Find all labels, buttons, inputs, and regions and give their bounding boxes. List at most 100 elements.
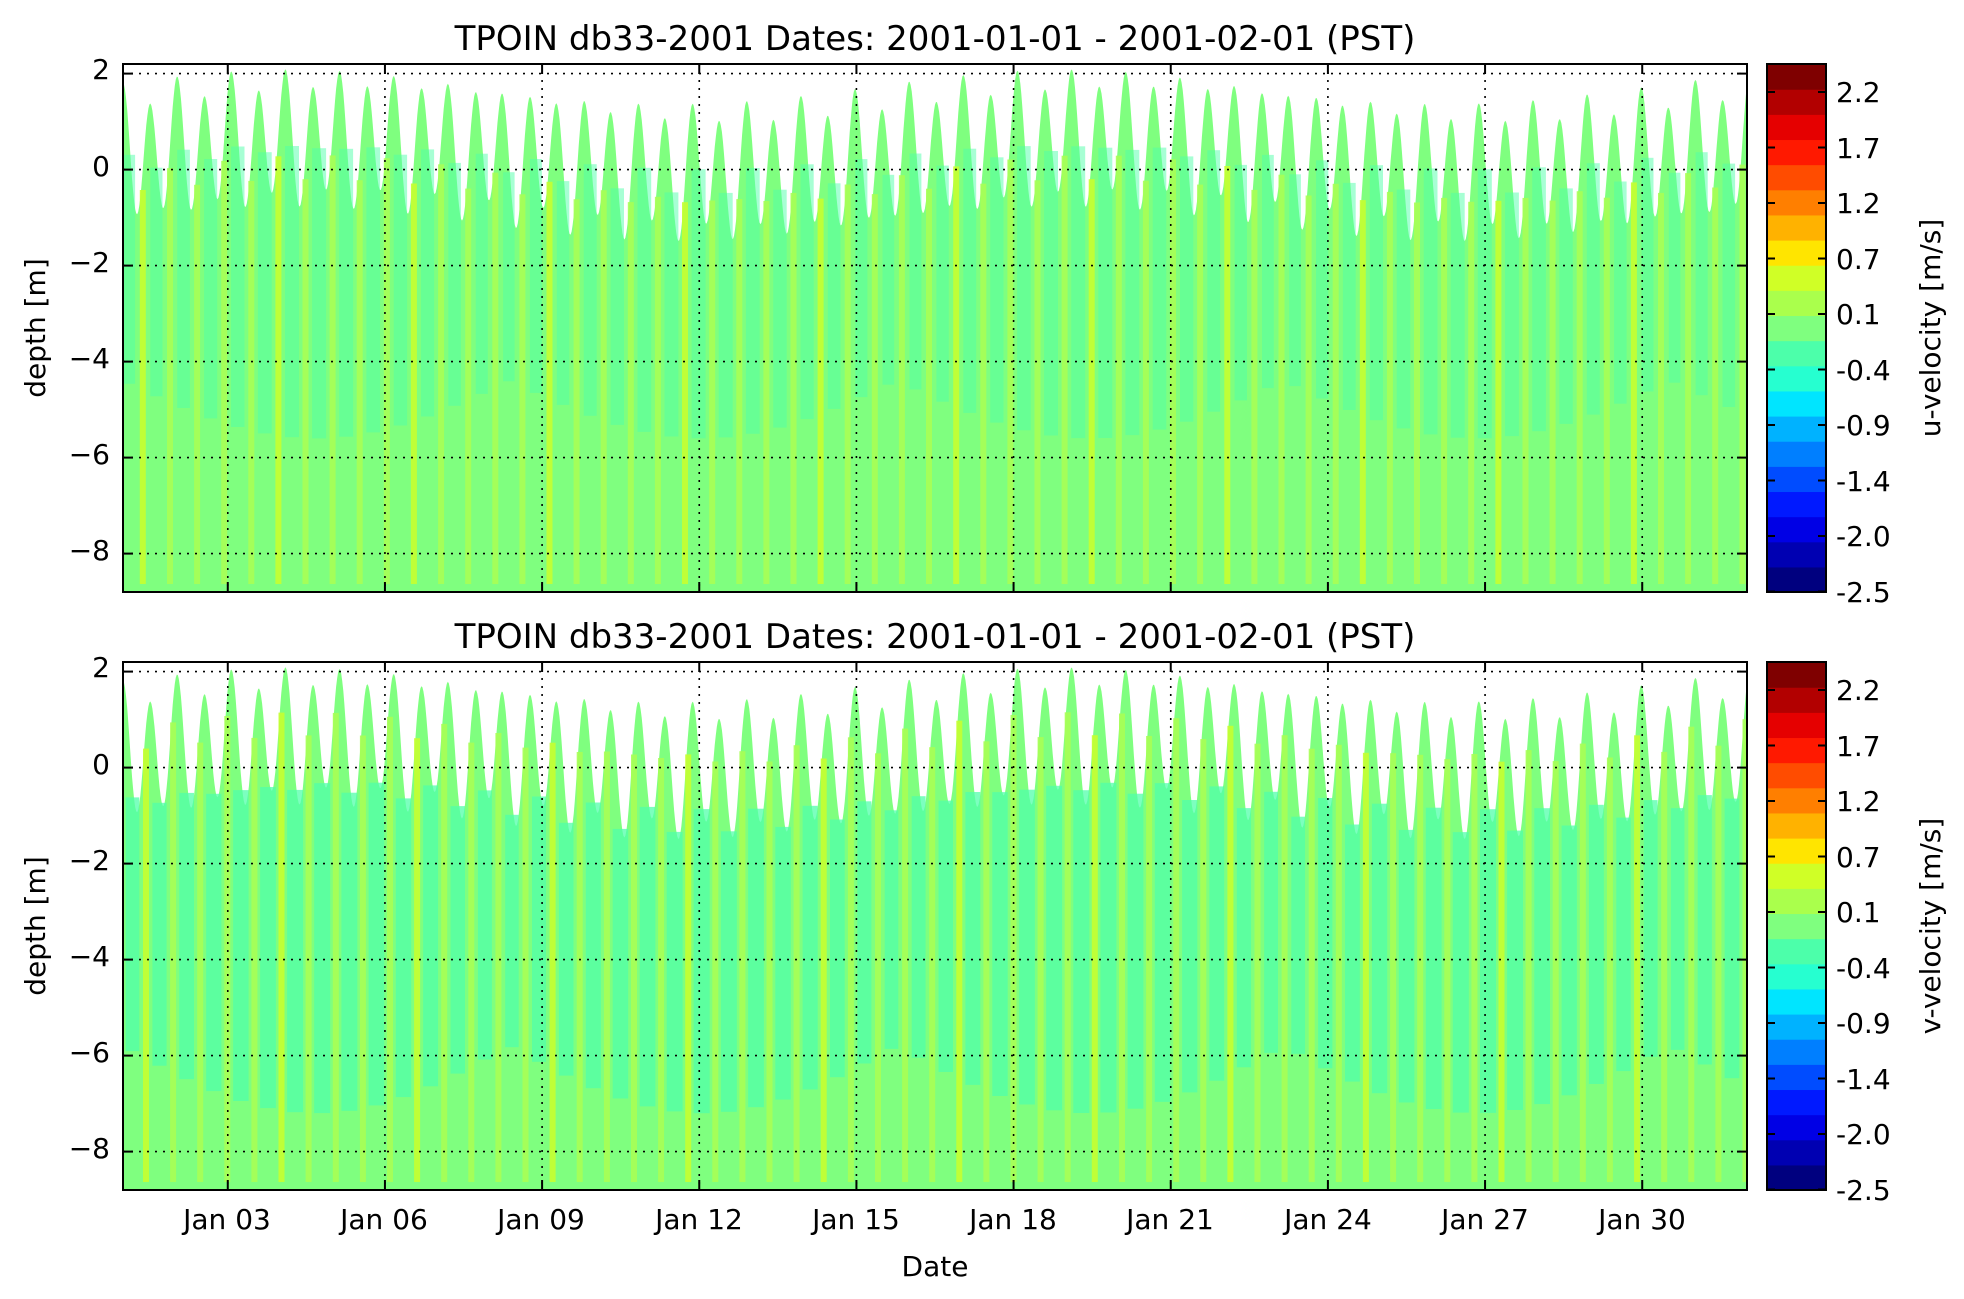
velocity-band — [152, 802, 167, 1066]
velocity-band — [766, 761, 773, 1182]
velocity-band — [871, 194, 878, 584]
colorbar-segment — [1767, 315, 1826, 342]
x-axis-label: Date — [902, 1250, 969, 1283]
velocity-band — [983, 741, 990, 1182]
velocity-band — [685, 754, 692, 1182]
colorbar-segment — [1767, 737, 1826, 764]
velocity-band — [1262, 154, 1274, 389]
velocity-band — [936, 165, 949, 402]
colorbar-segment — [1767, 541, 1826, 568]
velocity-band — [532, 796, 547, 1062]
velocity-band — [356, 180, 363, 584]
velocity-band — [414, 738, 421, 1182]
velocity-band — [475, 153, 488, 394]
x-tick-label: Jan 21 — [1124, 1203, 1214, 1236]
velocity-band — [1452, 832, 1469, 1113]
velocity-band — [167, 168, 173, 584]
velocity-band — [682, 202, 688, 584]
velocity-band — [314, 783, 331, 1114]
velocity-band — [1641, 157, 1654, 392]
velocity-band — [1614, 181, 1627, 404]
velocity-band — [748, 808, 764, 1108]
velocity-band — [990, 157, 1004, 423]
velocity-band — [1634, 735, 1641, 1182]
colorbar-segments — [1767, 662, 1826, 1191]
colorbar-segment — [1767, 265, 1826, 291]
velocity-band — [1037, 737, 1044, 1182]
colorbar-segment — [1767, 290, 1826, 317]
plot-frame — [122, 63, 1748, 593]
velocity-band — [1308, 748, 1315, 1182]
colorbar-segment — [1767, 662, 1826, 688]
colorbar-segment — [1767, 89, 1826, 115]
velocity-band — [1661, 751, 1668, 1182]
colorbar-ticks — [1767, 91, 1826, 593]
colorbar-segment — [1767, 1114, 1826, 1141]
velocity-band — [1369, 165, 1383, 421]
velocity-band — [1098, 147, 1113, 438]
velocity-band — [285, 146, 299, 438]
x-tick-label: Jan 15 — [810, 1203, 900, 1236]
velocity-band — [1559, 188, 1573, 424]
velocity-band — [666, 831, 683, 1112]
velocity-band — [305, 735, 312, 1182]
velocity-band — [1477, 169, 1492, 439]
colorbar-tick-label: 0.7 — [1836, 841, 1881, 874]
colorbar-tick-label: -2.0 — [1836, 520, 1891, 553]
panel-u-velocity: TPOIN db33-2001 Dates: 2001-01-01 - 2001… — [19, 19, 1947, 609]
velocity-band — [278, 712, 285, 1182]
velocity-band — [1576, 191, 1583, 584]
colorbar-segment — [1767, 340, 1826, 367]
velocity-band — [1264, 791, 1278, 1053]
velocity-band — [1254, 743, 1261, 1182]
velocity-band — [691, 169, 706, 439]
velocity-band — [1061, 155, 1068, 584]
y-axis: 2 0 −2 −4 −6 −8 — [69, 53, 110, 567]
x-tick-label: Jan 30 — [1596, 1203, 1686, 1236]
velocity-band — [448, 162, 461, 406]
velocity-band — [1234, 164, 1247, 401]
velocity-band — [1398, 829, 1415, 1103]
velocity-band — [1088, 179, 1095, 584]
velocity-band — [793, 745, 800, 1182]
velocity-band — [287, 789, 304, 1113]
velocity-band — [1182, 800, 1198, 1093]
velocity-band — [1316, 160, 1329, 399]
velocity-band — [1390, 753, 1397, 1182]
velocity-band — [1495, 200, 1502, 585]
colorbar-segment — [1767, 240, 1826, 266]
velocity-band — [718, 192, 733, 438]
velocity-band — [739, 751, 746, 1182]
y-tick-label: −6 — [69, 1036, 110, 1069]
colorbar-tick-label: -2.5 — [1836, 576, 1891, 609]
velocity-band — [1505, 192, 1519, 437]
velocity-band — [468, 742, 475, 1182]
velocity-band — [664, 192, 679, 437]
y-tick-label: 0 — [92, 748, 110, 781]
velocity-band — [1670, 808, 1685, 1050]
velocity-band — [875, 753, 881, 1182]
colorbar-segment — [1767, 114, 1826, 141]
colorbar-tick-label: 1.2 — [1836, 785, 1881, 818]
velocity-band — [1630, 182, 1637, 584]
velocity-band — [1207, 150, 1221, 412]
velocity-band — [1441, 197, 1448, 584]
velocity-band — [1549, 200, 1556, 584]
velocity-band — [251, 737, 258, 1182]
velocity-band — [857, 801, 872, 1064]
velocity-band — [1289, 174, 1301, 387]
velocity-band — [450, 806, 465, 1074]
colorbar-segment — [1767, 566, 1826, 593]
velocity-band — [170, 722, 177, 1182]
velocity-band — [139, 190, 146, 584]
velocity-band — [1417, 754, 1424, 1182]
velocity-band — [1209, 786, 1225, 1081]
velocity-band — [720, 831, 737, 1112]
colorbar-segment — [1767, 516, 1826, 543]
velocity-band — [1507, 830, 1523, 1110]
velocity-band — [248, 180, 255, 584]
colorbar-segment — [1767, 1014, 1826, 1040]
velocity-band — [368, 782, 385, 1106]
velocity-band — [1480, 809, 1496, 1113]
